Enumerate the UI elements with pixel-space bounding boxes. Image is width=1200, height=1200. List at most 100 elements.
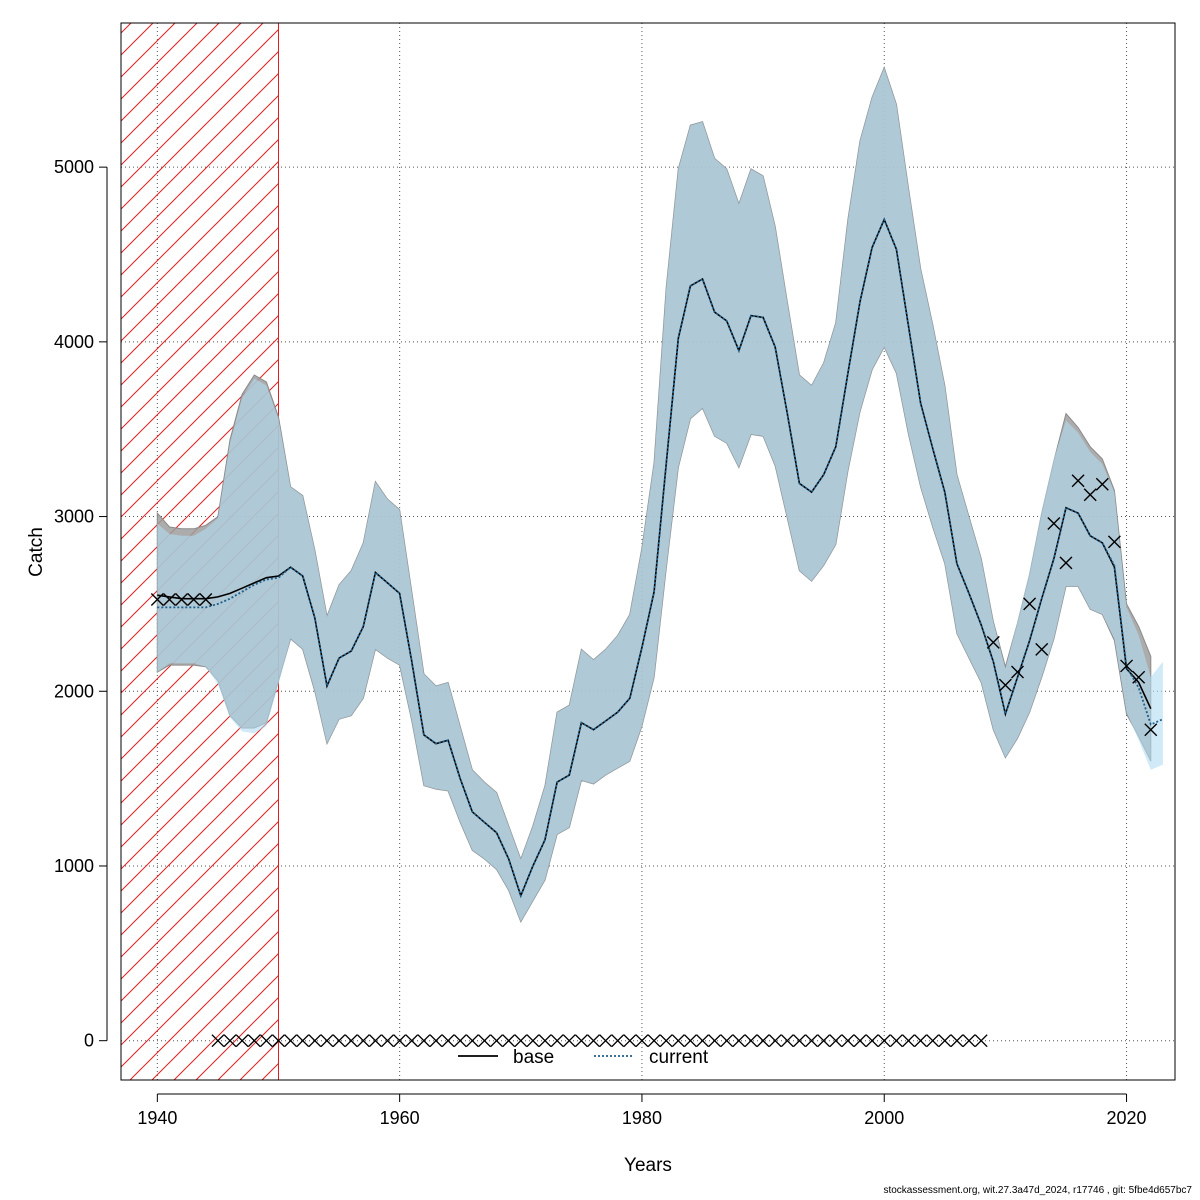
zero-observations-point [271,1034,285,1048]
zero-observations-point [526,1034,540,1048]
zero-observations-point [308,1034,322,1048]
zero-observations-point [211,1034,225,1048]
x-tick-label: 1960 [380,1108,420,1128]
zero-observations-point [768,1034,782,1048]
legend: base current [458,1047,709,1068]
footer-credit: stockassessment.org, wit.27.3a47d_2024, … [883,1185,1192,1196]
zero-observations-point [841,1034,855,1048]
observations-point [1059,556,1073,570]
zero-observations-point [974,1034,988,1048]
observations-point [1047,517,1061,531]
zero-observations-point [247,1034,261,1048]
observations-point [150,593,164,607]
zero-observations-point [344,1034,358,1048]
zero-observations-point [744,1034,758,1048]
zero-observations-point [611,1034,625,1048]
zero-observations-point [708,1034,722,1048]
confidence-bands [156,66,1163,924]
observations-point [1035,642,1049,656]
y-tick-label: 5000 [54,157,94,177]
x-tick-label: 1940 [137,1108,177,1128]
axes: 1940 1960 1980 2000 2020 0 1000 2000 3000 4000 500… [54,157,1147,1128]
series-lines [157,217,1164,899]
zero-observations-point [562,1034,576,1048]
x-tick-label: 2000 [864,1108,904,1128]
zero-observations-point [817,1034,831,1048]
observations-point [1011,665,1025,679]
zero-observations-point [332,1034,346,1048]
zero-observations-point [393,1034,407,1048]
zero-observations-point [865,1034,879,1048]
zero-observations-point [829,1034,843,1048]
zero-observations-point [538,1034,552,1048]
observations-point [1071,474,1085,488]
observations-point [986,635,1000,649]
observation-points [150,474,1158,1048]
observations-point [998,678,1012,692]
zero-observations-point [780,1034,794,1048]
observations-point [1144,723,1158,737]
zero-observations-point [805,1034,819,1048]
y-tick-label: 1000 [54,856,94,876]
zero-observations-point [962,1034,976,1048]
observations-point [1023,597,1037,611]
zero-observations-point [223,1034,237,1048]
zero-observations-point [938,1034,952,1048]
zero-observations-point [235,1034,249,1048]
observations-point [1107,535,1121,549]
zero-observations-point [683,1034,697,1048]
zero-observations-point [671,1034,685,1048]
y-axis-title: Catch [26,527,47,577]
zero-observations-point [926,1034,940,1048]
zero-observations-point [696,1034,710,1048]
y-tick-label: 0 [84,1031,94,1051]
x-tick-label: 1980 [622,1108,662,1128]
observations-point [1095,477,1109,491]
observations-point [199,593,213,607]
zero-observations-point [465,1034,479,1048]
zero-observations-point [623,1034,637,1048]
zero-observations-point [356,1034,370,1048]
zero-observations-point [429,1034,443,1048]
zero-observations-point [368,1034,382,1048]
zero-observations-point [417,1034,431,1048]
zero-observations-point [284,1034,298,1048]
zero-observations-point [574,1034,588,1048]
zero-observations-point [477,1034,491,1048]
legend-label-base: base [513,1047,554,1068]
zero-observations-point [514,1034,528,1048]
observations-point [1132,670,1146,684]
plot-frame [120,22,1176,1081]
zero-observations-point [599,1034,613,1048]
zero-observations-point [490,1034,504,1048]
observations-point [162,593,176,607]
zero-observations-point [950,1034,964,1048]
observations-point [1083,488,1097,502]
zero-observations-point [853,1034,867,1048]
y-tick-label: 2000 [54,681,94,701]
observations-point [187,593,201,607]
zero-observations-point [659,1034,673,1048]
zero-observations-point [792,1034,806,1048]
y-tick-label: 3000 [54,507,94,527]
x-tick-label: 2020 [1107,1108,1147,1128]
zero-observations-point [914,1034,928,1048]
zero-observations-point [889,1034,903,1048]
zero-observations-point [320,1034,334,1048]
zero-observations-point [381,1034,395,1048]
observations-point [1120,659,1134,673]
observations-point [175,593,189,607]
zero-observations-point [732,1034,746,1048]
zero-observations-point [259,1034,273,1048]
zero-observations-point [550,1034,564,1048]
current-series-line [157,217,1164,899]
zero-observations-point [405,1034,419,1048]
x-axis-title: Years [624,1155,672,1176]
zero-observations-point [453,1034,467,1048]
zero-observations-point [441,1034,455,1048]
y-tick-label: 4000 [54,332,94,352]
zero-observations-point [586,1034,600,1048]
zero-observations-point [296,1034,310,1048]
zero-observations-point [502,1034,516,1048]
